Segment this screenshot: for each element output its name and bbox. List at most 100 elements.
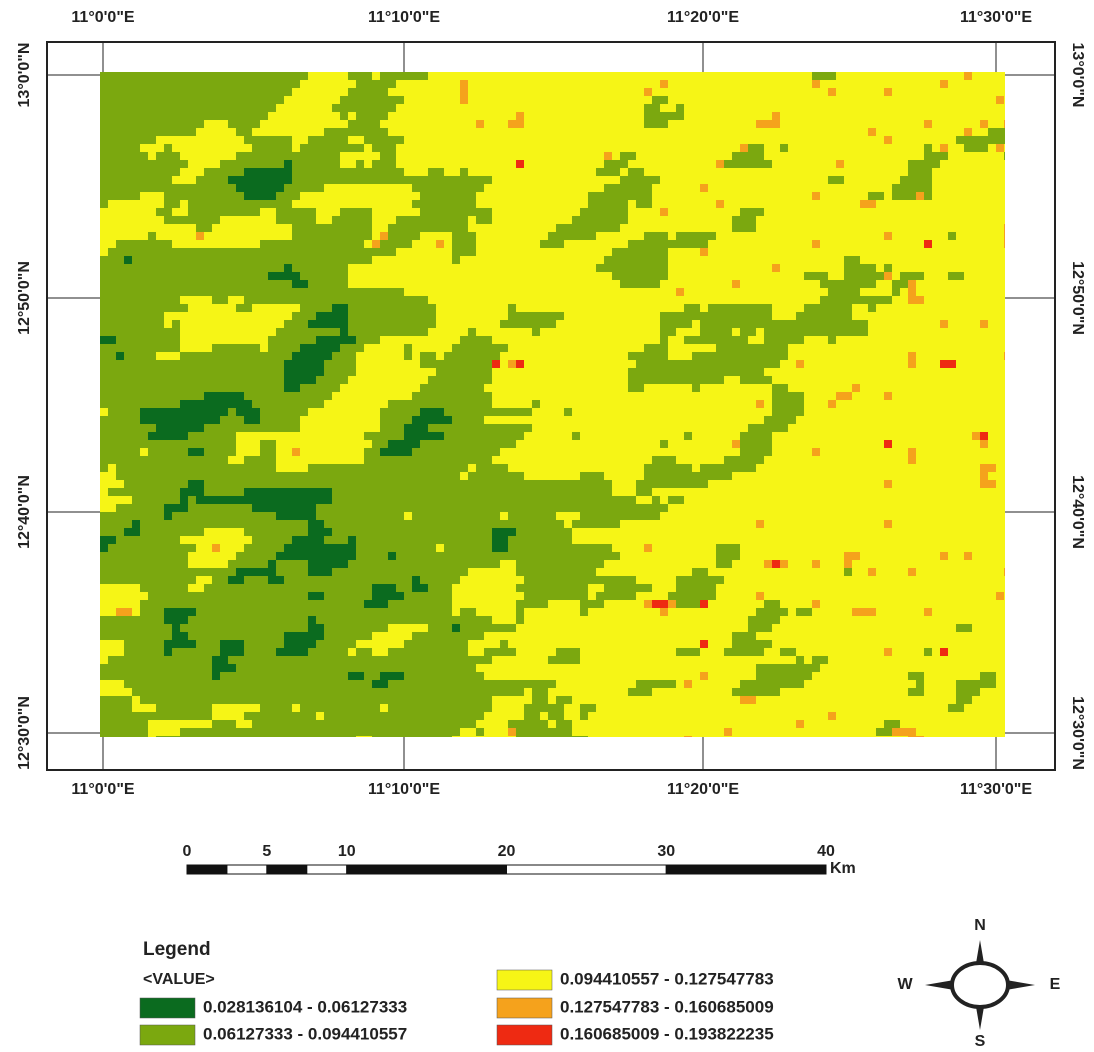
- raster-cell: [300, 248, 308, 256]
- raster-cell: [676, 320, 684, 328]
- raster-cell: [260, 136, 268, 144]
- raster-cell: [700, 600, 708, 608]
- raster-cell: [300, 664, 308, 672]
- raster-cell: [364, 720, 372, 728]
- raster-cell: [148, 456, 156, 464]
- raster-cell: [980, 672, 988, 680]
- raster-cell: [148, 160, 156, 168]
- raster-cell: [156, 160, 164, 168]
- raster-cell: [500, 680, 508, 688]
- raster-cell: [388, 464, 396, 472]
- raster-cell: [916, 168, 924, 176]
- raster-cell: [108, 176, 116, 184]
- raster-cell: [420, 224, 428, 232]
- raster-cell: [508, 680, 516, 688]
- raster-cell: [404, 736, 412, 737]
- raster-cell: [116, 608, 124, 616]
- raster-cell: [812, 80, 820, 88]
- raster-cell: [292, 600, 300, 608]
- raster-cell: [700, 640, 708, 648]
- raster-cell: [356, 312, 364, 320]
- raster-cell: [188, 216, 196, 224]
- raster-cell: [444, 632, 452, 640]
- raster-cell: [476, 520, 484, 528]
- raster-cell: [556, 576, 564, 584]
- raster-cell: [292, 296, 300, 304]
- raster-cell: [124, 376, 132, 384]
- raster-cell: [420, 424, 428, 432]
- raster-cell: [212, 80, 220, 88]
- raster-cell: [292, 536, 300, 544]
- raster-cell: [324, 528, 332, 536]
- raster-cell: [372, 720, 380, 728]
- raster-cell: [212, 392, 220, 400]
- raster-cell: [308, 704, 316, 712]
- raster-cell: [204, 168, 212, 176]
- raster-cell: [484, 336, 492, 344]
- raster-cell: [604, 480, 612, 488]
- raster-cell: [436, 168, 444, 176]
- raster-cell: [140, 512, 148, 520]
- raster-cell: [540, 688, 548, 696]
- raster-cell: [228, 104, 236, 112]
- raster-cell: [116, 624, 124, 632]
- raster-cell: [364, 432, 372, 440]
- raster-cell: [132, 440, 140, 448]
- raster-cell: [564, 536, 572, 544]
- raster-cell: [444, 416, 452, 424]
- raster-cell: [316, 696, 324, 704]
- raster-cell: [420, 184, 428, 192]
- raster-cell: [188, 96, 196, 104]
- raster-cell: [260, 520, 268, 528]
- raster-cell: [276, 96, 284, 104]
- raster-cell: [108, 88, 116, 96]
- raster-cell: [252, 504, 260, 512]
- raster-cell: [740, 160, 748, 168]
- raster-cell: [140, 352, 148, 360]
- raster-cell: [668, 320, 676, 328]
- raster-cell: [212, 480, 220, 488]
- raster-cell: [308, 224, 316, 232]
- raster-cell: [436, 624, 444, 632]
- raster-cell: [148, 312, 156, 320]
- raster-cell: [476, 344, 484, 352]
- raster-cell: [916, 688, 924, 696]
- raster-cell: [404, 440, 412, 448]
- raster-cell: [732, 344, 740, 352]
- raster-cell: [468, 328, 476, 336]
- raster-cell: [396, 592, 404, 600]
- raster-cell: [244, 392, 252, 400]
- raster-cell: [276, 200, 284, 208]
- raster-cell: [476, 552, 484, 560]
- raster-cell: [292, 320, 300, 328]
- raster-cell: [172, 656, 180, 664]
- raster-cell: [460, 192, 468, 200]
- raster-cell: [452, 360, 460, 368]
- raster-cell: [572, 584, 580, 592]
- raster-cell: [316, 368, 324, 376]
- raster-cell: [124, 176, 132, 184]
- raster-cell: [412, 688, 420, 696]
- raster-cell: [100, 664, 108, 672]
- raster-cell: [308, 376, 316, 384]
- raster-cell: [228, 464, 236, 472]
- raster-cell: [100, 136, 108, 144]
- raster-cell: [684, 312, 692, 320]
- raster-cell: [388, 568, 396, 576]
- raster-cell: [284, 424, 292, 432]
- raster-cell: [652, 120, 660, 128]
- raster-cell: [172, 496, 180, 504]
- raster-cell: [148, 104, 156, 112]
- raster-cell: [356, 528, 364, 536]
- raster-cell: [252, 272, 260, 280]
- raster-cell: [452, 240, 460, 248]
- raster-cell: [164, 736, 172, 737]
- raster-cell: [340, 280, 348, 288]
- raster-cell: [676, 288, 684, 296]
- raster-cell: [220, 248, 228, 256]
- raster-cell: [396, 464, 404, 472]
- raster-cell: [668, 472, 676, 480]
- raster-cell: [388, 576, 396, 584]
- raster-cell: [828, 280, 836, 288]
- raster-cell: [508, 320, 516, 328]
